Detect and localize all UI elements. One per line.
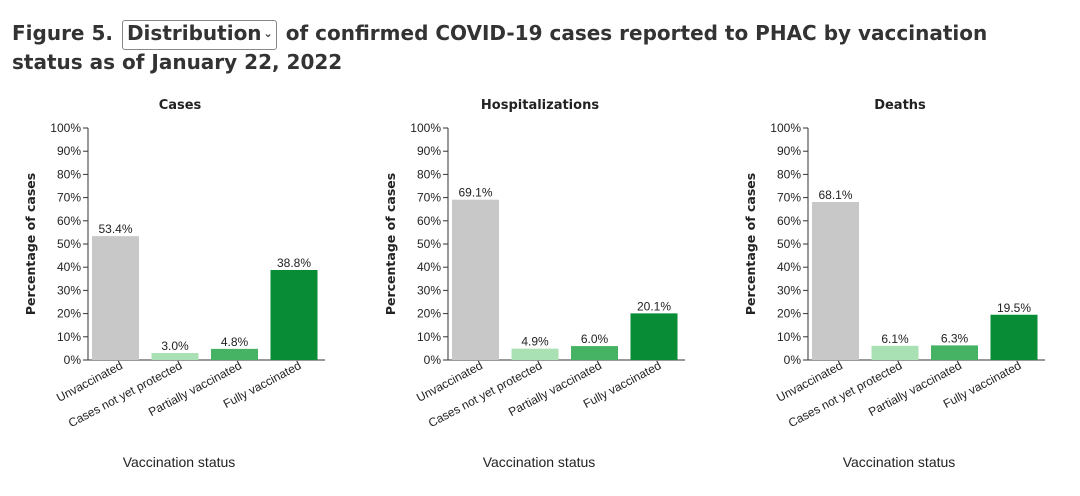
select-value: Distribution bbox=[126, 21, 262, 45]
y-tick-label: 30% bbox=[777, 283, 801, 297]
bar-fully-vaccinated[interactable] bbox=[270, 269, 318, 360]
x-axis-label: Vaccination status bbox=[843, 454, 956, 470]
data-label: 4.9% bbox=[521, 335, 549, 349]
y-tick-label: 0% bbox=[64, 353, 82, 367]
y-tick-label: 60% bbox=[777, 214, 801, 228]
data-label: 3.0% bbox=[161, 339, 189, 353]
data-label: 6.1% bbox=[881, 332, 909, 346]
y-tick-label: 80% bbox=[57, 167, 81, 181]
chart-cases: Cases 0% 10% 20% 30% 40% 50% 60% 70% 80% 90% 100% Pe… bbox=[23, 98, 325, 470]
y-tick-label: 90% bbox=[777, 144, 801, 158]
data-label: 4.8% bbox=[221, 335, 249, 349]
figure-suffix: of confirmed COVID-19 cases reported to … bbox=[12, 21, 988, 74]
chart-deaths: Deaths 0% 10% 20% 30% 40% 50% 60% 70% 80% 90% 100% P… bbox=[743, 98, 1045, 470]
y-axis-label: Percentage of cases bbox=[383, 173, 398, 315]
bar-cases-not-yet-protected[interactable] bbox=[871, 345, 919, 360]
data-label: 19.5% bbox=[997, 301, 1031, 315]
data-label: 6.0% bbox=[581, 332, 609, 346]
distribution-select[interactable]: Distribution ⌄ bbox=[121, 20, 277, 50]
bar-unvaccinated[interactable] bbox=[92, 236, 139, 360]
y-tick-label: 30% bbox=[417, 283, 441, 297]
bar-unvaccinated[interactable] bbox=[452, 199, 499, 360]
bar-partially-vaccinated[interactable] bbox=[571, 346, 618, 360]
x-axis-label: Vaccination status bbox=[123, 454, 236, 470]
y-tick-label: 60% bbox=[57, 214, 81, 228]
x-axis-label: Vaccination status bbox=[483, 454, 596, 470]
y-tick-label: 10% bbox=[777, 330, 801, 344]
y-tick-label: 50% bbox=[777, 237, 801, 251]
chart-title: Deaths bbox=[874, 98, 926, 113]
y-tick-label: 60% bbox=[417, 214, 441, 228]
category-label: Cases not yet protected bbox=[786, 358, 904, 430]
y-tick-label: 40% bbox=[417, 260, 441, 274]
y-tick-label: 100% bbox=[410, 121, 441, 135]
data-label: 53.4% bbox=[98, 222, 132, 236]
category-label: Cases not yet protected bbox=[426, 358, 544, 430]
y-tick-label: 50% bbox=[57, 237, 81, 251]
bar-partially-vaccinated[interactable] bbox=[211, 348, 258, 360]
y-tick-label: 50% bbox=[417, 237, 441, 251]
chevron-down-icon: ⌄ bbox=[263, 27, 273, 40]
y-tick-label: 80% bbox=[777, 167, 801, 181]
y-tick-label: 70% bbox=[417, 191, 441, 205]
y-tick-label: 30% bbox=[57, 283, 81, 297]
y-tick-label: 70% bbox=[777, 191, 801, 205]
data-label: 69.1% bbox=[458, 186, 492, 200]
y-tick-label: 40% bbox=[777, 260, 801, 274]
y-tick-label: 0% bbox=[784, 353, 802, 367]
y-tick-label: 100% bbox=[50, 121, 81, 135]
bar-fully-vaccinated[interactable] bbox=[990, 314, 1038, 360]
chart-title: Hospitalizations bbox=[481, 98, 599, 113]
y-tick-label: 90% bbox=[417, 144, 441, 158]
y-tick-label: 70% bbox=[57, 191, 81, 205]
y-axis-label: Percentage of cases bbox=[743, 173, 758, 315]
bar-partially-vaccinated[interactable] bbox=[931, 345, 978, 360]
data-label: 6.3% bbox=[941, 331, 969, 345]
chart-hospitalizations: Hospitalizations 0% 10% 20% 30% 40% 50% 60% 70% 8… bbox=[383, 98, 685, 470]
y-tick-label: 80% bbox=[417, 167, 441, 181]
y-tick-label: 40% bbox=[57, 260, 81, 274]
bar-cases-not-yet-protected[interactable] bbox=[151, 353, 199, 360]
y-tick-label: 10% bbox=[417, 330, 441, 344]
y-tick-label: 100% bbox=[770, 121, 801, 135]
data-label: 20.1% bbox=[637, 299, 671, 313]
data-label: 38.8% bbox=[277, 256, 311, 270]
y-tick-label: 20% bbox=[417, 307, 441, 321]
chart-title: Cases bbox=[159, 98, 202, 113]
y-tick-label: 90% bbox=[57, 144, 81, 158]
category-label: Cases not yet protected bbox=[66, 358, 184, 430]
y-tick-label: 0% bbox=[424, 353, 442, 367]
bar-fully-vaccinated[interactable] bbox=[630, 313, 678, 360]
y-tick-label: 20% bbox=[777, 307, 801, 321]
y-tick-label: 20% bbox=[57, 307, 81, 321]
figure-prefix: Figure 5. bbox=[12, 21, 113, 45]
bar-unvaccinated[interactable] bbox=[812, 202, 859, 360]
data-label: 68.1% bbox=[818, 188, 852, 202]
y-axis-label: Percentage of cases bbox=[23, 173, 38, 315]
y-tick-label: 10% bbox=[57, 330, 81, 344]
figure-heading: Figure 5. Distribution ⌄ of confirmed COV… bbox=[12, 20, 1062, 74]
bar-cases-not-yet-protected[interactable] bbox=[511, 348, 559, 360]
